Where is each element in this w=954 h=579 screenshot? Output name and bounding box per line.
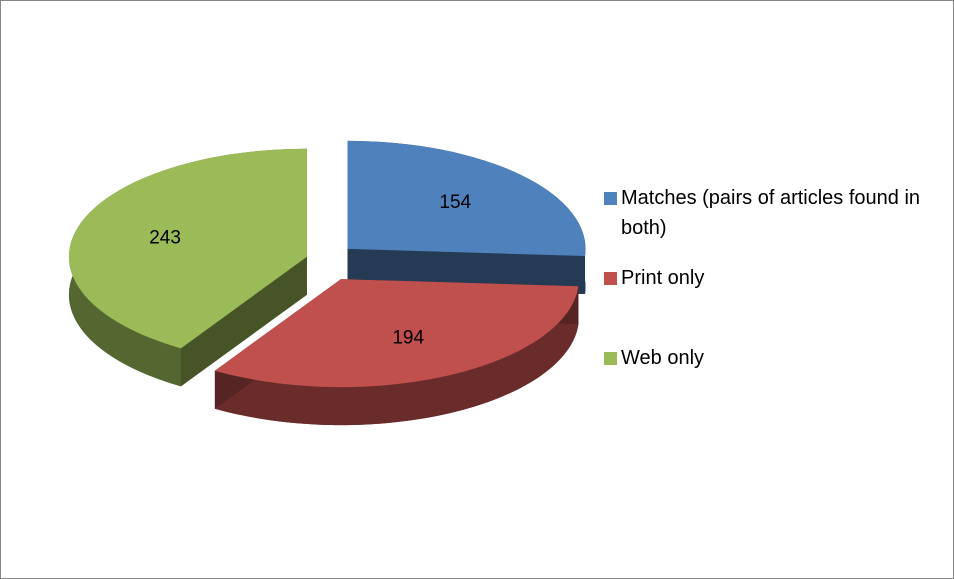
slice-side xyxy=(180,256,307,387)
legend-swatch xyxy=(604,192,617,205)
data-label: 154 xyxy=(439,192,471,213)
data-label: 194 xyxy=(392,328,424,349)
slice xyxy=(214,279,579,388)
legend-label: Web only xyxy=(621,347,705,369)
data-label: 243 xyxy=(149,227,181,248)
legend-label: Print only xyxy=(621,267,705,289)
slice-side xyxy=(214,286,579,426)
slice xyxy=(347,140,586,257)
legend-swatch xyxy=(604,272,617,285)
legend-item: Matches (pairs of articles found in both… xyxy=(604,183,944,243)
legend-item: Web only xyxy=(604,343,944,373)
legend-label: Matches (pairs of articles found in both… xyxy=(621,187,921,239)
slice xyxy=(68,148,307,349)
legend-swatch xyxy=(604,352,617,365)
legend-item: Print only xyxy=(604,263,944,293)
